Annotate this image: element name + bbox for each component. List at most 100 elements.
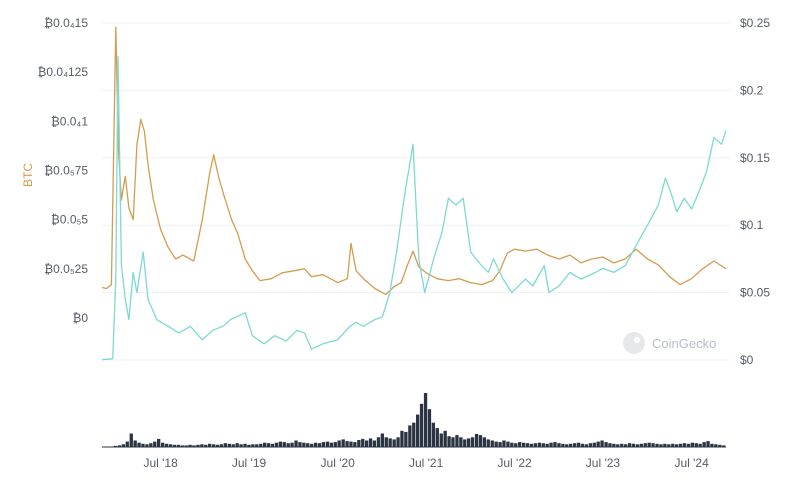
volume-bar bbox=[478, 435, 483, 447]
coingecko-watermark: CoinGecko bbox=[623, 332, 716, 354]
volume-bar bbox=[184, 445, 188, 447]
volume-bar bbox=[243, 443, 247, 447]
coingecko-gecko-icon bbox=[623, 332, 645, 354]
grid-lines bbox=[102, 22, 730, 361]
btc-price-line[interactable] bbox=[101, 26, 727, 296]
volume-bar bbox=[212, 444, 216, 447]
volume-bar bbox=[333, 442, 337, 447]
volume-bar bbox=[368, 438, 373, 447]
volume-bar bbox=[447, 436, 451, 447]
volume-bar bbox=[278, 441, 283, 447]
volume-bar bbox=[722, 445, 726, 447]
left-tick-label: ₿0.0₄1 bbox=[51, 114, 88, 128]
volume-bar bbox=[592, 442, 596, 447]
volume-bar bbox=[714, 444, 718, 447]
volume-bar bbox=[129, 433, 133, 447]
volume-bar bbox=[270, 443, 275, 447]
right-tick-label: $0.15 bbox=[740, 151, 770, 165]
volume-bar bbox=[376, 437, 381, 447]
volume-bar bbox=[282, 442, 286, 447]
volume-bar bbox=[400, 430, 404, 447]
volume-bar bbox=[302, 442, 306, 447]
volume-bar bbox=[404, 431, 408, 447]
volume-bar bbox=[686, 443, 691, 447]
volume-bar bbox=[255, 444, 259, 447]
volume-bar bbox=[341, 439, 345, 447]
right-tick-label: $0.2 bbox=[740, 83, 764, 97]
volume-bar bbox=[239, 444, 243, 447]
volume-bar bbox=[329, 442, 334, 447]
volume-bar bbox=[321, 442, 326, 447]
volume-bar bbox=[294, 440, 298, 447]
volume-bar bbox=[235, 443, 239, 447]
volume-bar bbox=[310, 443, 314, 447]
volume-bar bbox=[208, 443, 212, 447]
volume-bar bbox=[573, 443, 577, 447]
volume-bar bbox=[435, 428, 439, 447]
left-tick-label: ₿0.0₅5 bbox=[51, 213, 88, 227]
volume-bar bbox=[643, 443, 647, 447]
volume-bar bbox=[325, 441, 330, 447]
volume-bar bbox=[655, 443, 659, 447]
volume-bar bbox=[361, 438, 365, 447]
volume-bar bbox=[423, 393, 428, 447]
volume-bar bbox=[384, 437, 388, 447]
volume-bar bbox=[392, 439, 396, 447]
volume-bar bbox=[627, 443, 632, 447]
volume-bar bbox=[125, 441, 129, 447]
volume-bar bbox=[533, 443, 538, 447]
volume-bar bbox=[439, 433, 443, 447]
x-tick-label: Jul '19 bbox=[232, 456, 267, 470]
series-layer bbox=[101, 26, 727, 361]
volume-bar bbox=[565, 444, 569, 447]
volume-bar bbox=[624, 444, 628, 447]
usd-price-line[interactable] bbox=[101, 56, 727, 361]
volume-bar bbox=[584, 444, 589, 447]
volume-bar bbox=[200, 444, 204, 447]
volume-bar bbox=[486, 439, 490, 447]
volume-bar bbox=[231, 444, 235, 447]
left-tick-label: ₿0.0₅25 bbox=[44, 262, 88, 276]
volume-bar bbox=[204, 444, 208, 447]
volume-bar bbox=[161, 442, 165, 447]
volume-bar bbox=[541, 443, 545, 447]
volume-bar bbox=[506, 441, 510, 447]
volume-bar bbox=[219, 444, 224, 447]
volume-bar bbox=[518, 442, 522, 447]
volume-bar bbox=[557, 443, 561, 447]
volume-bar bbox=[510, 442, 514, 447]
volume-bar bbox=[569, 443, 573, 447]
left-tick-label: ₿0.0₄15 bbox=[44, 16, 88, 30]
volume-bar bbox=[463, 439, 467, 447]
volume-bar bbox=[259, 443, 263, 447]
volume-bar bbox=[149, 443, 153, 447]
volume-bar bbox=[561, 443, 565, 447]
volume-bar bbox=[157, 438, 161, 447]
volume-bar bbox=[608, 443, 612, 447]
volume-bar bbox=[353, 442, 357, 447]
volume-bar bbox=[537, 442, 542, 447]
volume-bar bbox=[490, 440, 494, 447]
volume-bar bbox=[545, 443, 549, 447]
volume-bar bbox=[580, 443, 585, 447]
volume-bar bbox=[223, 443, 228, 447]
volume-bar bbox=[180, 445, 184, 447]
right-tick-label: $0.1 bbox=[740, 218, 764, 232]
volume-bar bbox=[263, 442, 267, 447]
volume-bar bbox=[380, 433, 385, 447]
volume-bar bbox=[706, 441, 710, 447]
volume-bar bbox=[474, 434, 479, 447]
volume-bar bbox=[588, 443, 593, 447]
volume-bar bbox=[396, 437, 400, 447]
volume-bar bbox=[663, 443, 667, 447]
right-tick-label: $0 bbox=[740, 353, 754, 367]
volume-bar bbox=[168, 444, 173, 447]
left-axis-ticks: ₿0 ₿0.0₅25 ₿0.0₅5 ₿0.0₅75 ₿0.0₄1 ₿0.0₄125 ₿0.0… bbox=[38, 16, 89, 325]
x-axis-ticks: Jul '18 Jul '19 Jul '20 Jul '21 Jul '22 Jul '… bbox=[143, 456, 709, 470]
volume-bar bbox=[690, 442, 695, 447]
volume-bar bbox=[117, 445, 122, 447]
volume-bar bbox=[365, 440, 369, 447]
volume-bar bbox=[443, 430, 447, 447]
volume-bar bbox=[337, 440, 341, 447]
